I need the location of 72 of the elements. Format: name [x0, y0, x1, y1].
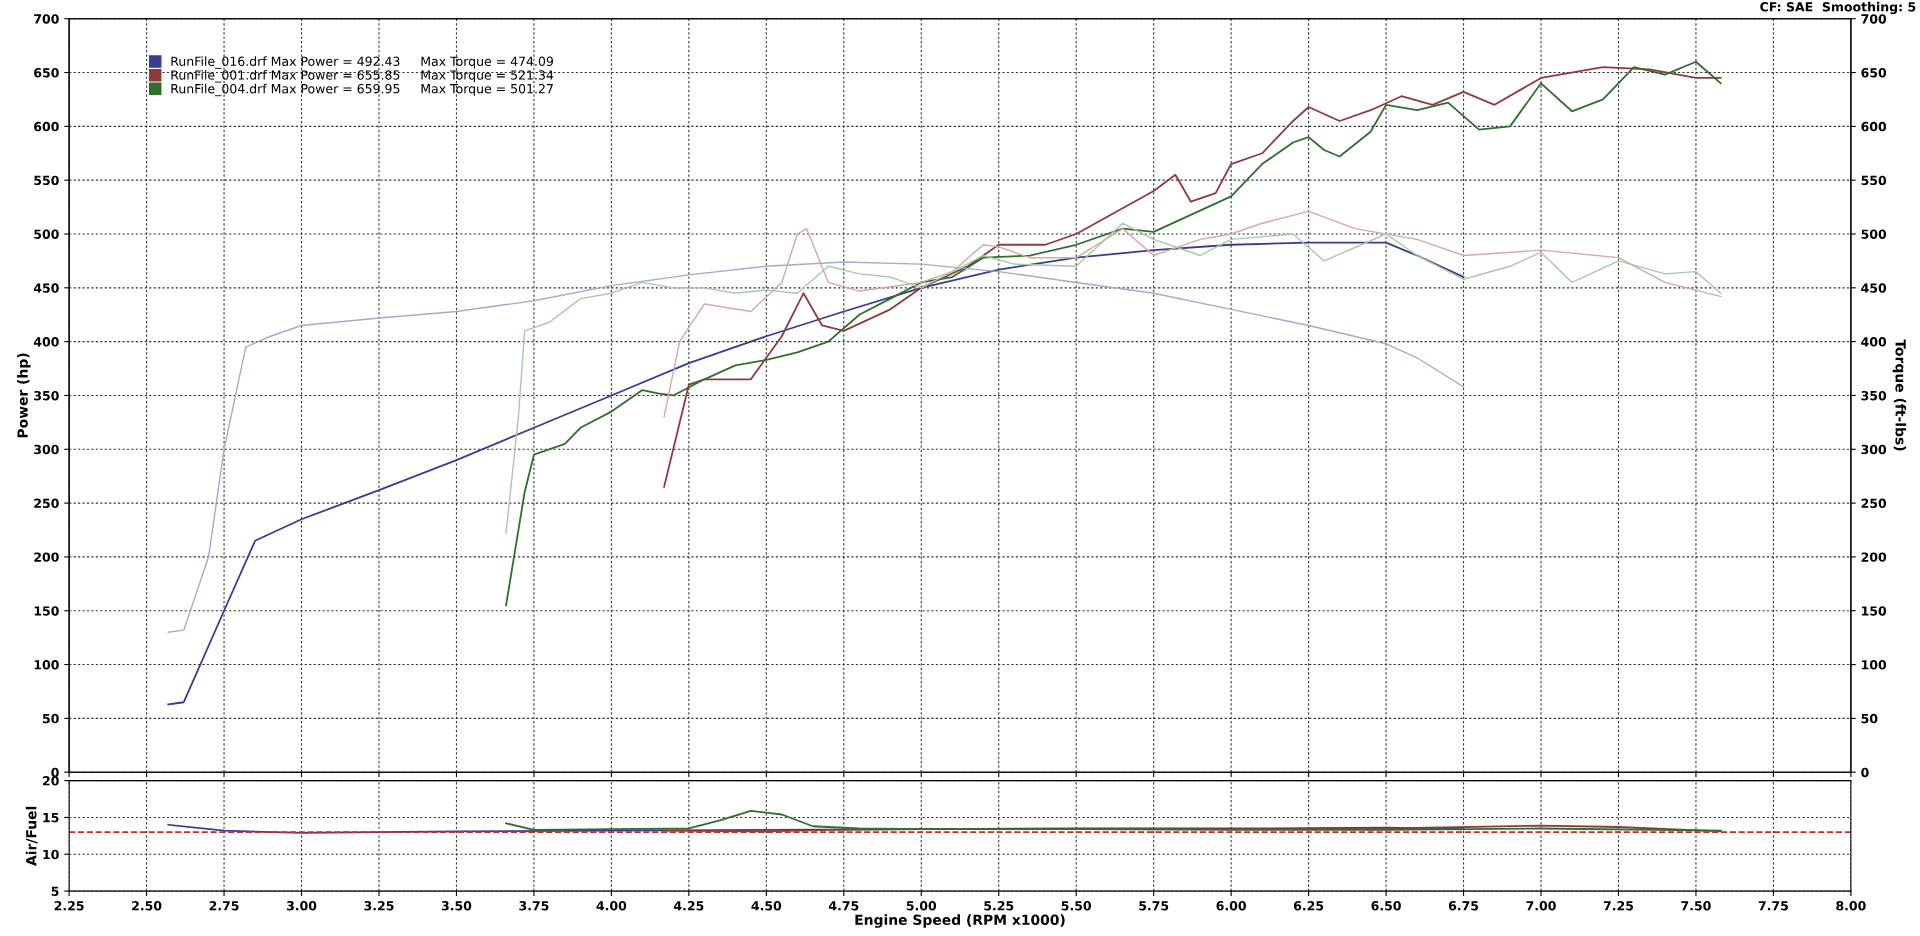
y-tick-label: 100: [34, 660, 59, 670]
legend-label: RunFile_001.drf Max Power = 655.85 Max Torque = 521.34: [171, 70, 554, 83]
line-series: [167, 261, 1465, 633]
y2-axis-title: Torque (ft-lbs): [1892, 339, 1907, 451]
x-tick-label: 2.75: [209, 901, 239, 911]
y-tick-label: 5: [51, 886, 59, 896]
y-tick-label: 200: [34, 552, 59, 562]
y-tick-label: 400: [33, 337, 59, 347]
y2-tick-label: 0: [1861, 767, 1869, 778]
y2-tick-label: 400: [1861, 337, 1887, 347]
y-tick-label: 700: [34, 14, 59, 24]
y-tick-label: 350: [34, 390, 59, 401]
y2-tick-label: 450: [1861, 283, 1887, 293]
y2-tick-label: 600: [1861, 121, 1887, 132]
x-axis-title: Engine Speed (RPM x1000): [855, 914, 1065, 928]
y-tick-label: 600: [34, 121, 59, 132]
y-axis-title: Power (hp): [17, 353, 31, 438]
line-series: [167, 241, 1465, 706]
x-tick-label: 3.75: [519, 901, 549, 911]
x-tick-label: 6.25: [1293, 901, 1324, 911]
y-tick-label: 300: [34, 444, 59, 455]
x-tick-label: 3.50: [441, 901, 472, 911]
line-series: [505, 222, 1722, 534]
x-tick-label: 7.25: [1603, 901, 1634, 911]
x-tick-label: 5.75: [1139, 901, 1169, 911]
x-tick-label: 2.50: [132, 901, 162, 911]
y2-tick-label: 550: [1861, 175, 1887, 186]
text: CF: SAE Smoothing: 5: [1760, 1, 1916, 15]
y-tick-label: 450: [33, 283, 59, 293]
legend-label: RunFile_016.drf Max Power = 492.43 Max Torque = 474.09: [171, 56, 553, 69]
y-tick-label: 0: [51, 767, 59, 778]
y-tick-label: 650: [34, 68, 59, 78]
x-tick-label: 4.00: [596, 901, 627, 911]
line-series: [663, 210, 1722, 418]
x-tick-label: 4.50: [751, 901, 782, 911]
y2-tick-label: 150: [1862, 606, 1887, 616]
x-tick-label: 7.75: [1758, 901, 1788, 911]
x-tick-label: 7.50: [1681, 901, 1711, 911]
y-tick-label: 150: [34, 606, 59, 616]
x-tick-label: 4.25: [674, 901, 704, 911]
y2-tick-label: 100: [1862, 660, 1887, 670]
line-series: [505, 809, 1722, 832]
y2-tick-label: 300: [1861, 444, 1887, 455]
x-tick-label: 6.75: [1448, 901, 1479, 911]
y-tick-label: 250: [34, 498, 59, 509]
y-tick-label: 10: [43, 849, 59, 860]
y2-tick-label: 650: [1861, 68, 1887, 78]
x-tick-label: 5.50: [1061, 901, 1092, 911]
y2-tick-label: 700: [1861, 14, 1887, 24]
x-tick-label: 2.25: [54, 901, 84, 911]
x-tick-label: 5.00: [906, 901, 937, 911]
x-tick-label: 4.75: [828, 901, 859, 911]
x-tick-label: 6.50: [1371, 901, 1401, 911]
y2-tick-label: 500: [1861, 229, 1887, 239]
x-tick-label: 3.25: [364, 901, 394, 911]
y-tick-label: 550: [34, 175, 59, 186]
x-tick-label: 3.00: [286, 901, 317, 911]
y2-tick-label: 50: [1861, 713, 1878, 724]
y2-tick-label: 250: [1861, 498, 1887, 509]
y-axis-title: Air/Fuel: [25, 806, 38, 866]
y-tick-label: 50: [42, 713, 59, 724]
legend-label: RunFile_004.drf Max Power = 659.95 Max Torque = 501.27: [171, 83, 553, 97]
x-tick-label: 5.25: [984, 901, 1014, 911]
x-tick-label: 6.00: [1216, 901, 1246, 911]
y2-tick-label: 200: [1861, 552, 1887, 562]
line-series: [663, 66, 1722, 488]
y-tick-label: 500: [34, 229, 59, 239]
y-tick-label: 15: [43, 813, 59, 823]
y-tick-label: 20: [42, 776, 59, 786]
y2-tick-label: 350: [1861, 390, 1887, 401]
x-tick-label: 8.00: [1836, 901, 1866, 911]
x-tick-label: 7.00: [1526, 901, 1556, 911]
